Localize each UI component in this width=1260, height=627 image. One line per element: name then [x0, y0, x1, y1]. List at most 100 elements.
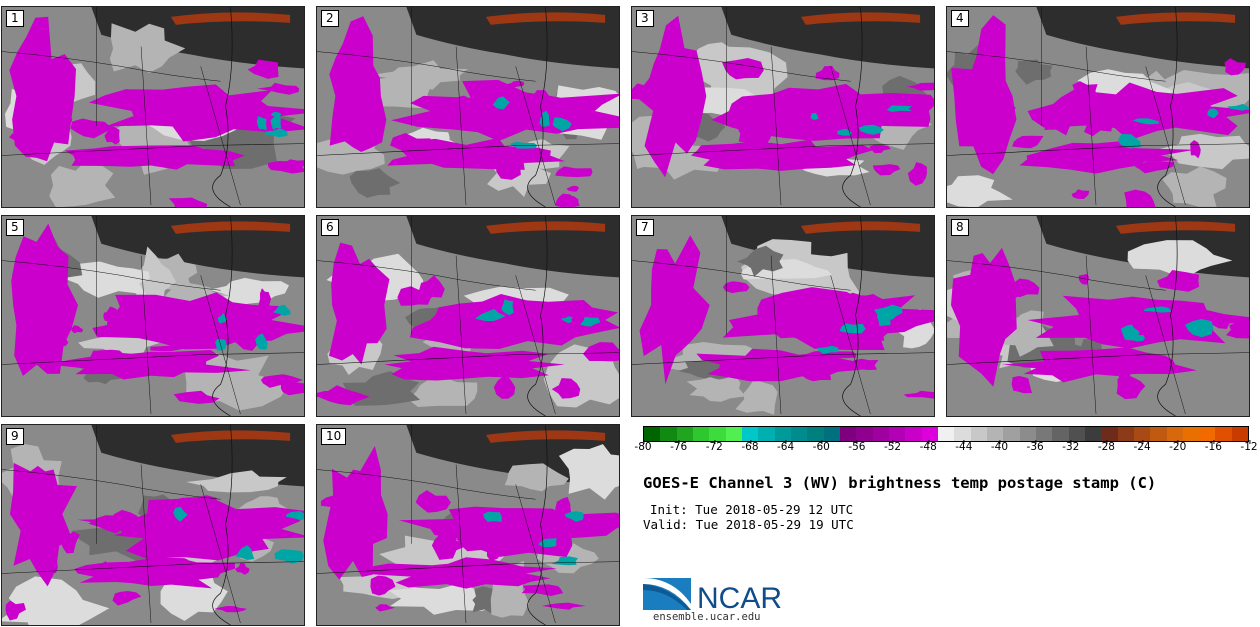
moist-patch — [214, 605, 247, 613]
moist-patch — [247, 59, 279, 79]
moist-patch — [853, 358, 879, 370]
cold-core — [1143, 306, 1172, 313]
stamp-panel-4: 4 — [946, 6, 1250, 208]
wv-map — [317, 216, 619, 416]
gray-patch — [558, 444, 619, 500]
border-line — [317, 260, 536, 291]
cold-core — [837, 128, 852, 136]
cold-core — [270, 115, 282, 130]
moist-patch — [415, 490, 451, 513]
wv-map — [317, 425, 619, 625]
moist-patch — [1124, 189, 1156, 207]
moist-swath — [1002, 347, 1197, 383]
cold-core — [560, 316, 573, 324]
colorbar-segment — [872, 427, 889, 441]
wv-map — [2, 425, 304, 625]
wv-map — [947, 7, 1249, 207]
coastline — [527, 216, 548, 416]
colorbar-segment — [905, 427, 922, 441]
moist-patch — [900, 95, 919, 114]
moist-patch — [555, 166, 593, 178]
state-line — [411, 216, 556, 415]
moist-patch — [49, 335, 69, 347]
stamp-panel-5: 5 — [1, 215, 305, 417]
valid-time: Valid: Tue 2018-05-29 19 UTC — [643, 517, 854, 532]
panel-label: 4 — [951, 10, 969, 27]
cold-core — [217, 313, 228, 324]
warm-streak — [1115, 221, 1236, 234]
moist-patch — [722, 281, 750, 294]
border-line — [632, 260, 851, 291]
coastline — [212, 7, 233, 207]
colorbar-ticks: -80 -76 -72 -68 -64 -60 -56 -52 -48 -44 -40 -36 -32 -… — [634, 440, 1258, 459]
moist-patch — [1011, 376, 1032, 394]
colorbar-segment — [1035, 427, 1053, 441]
moist-patch — [231, 328, 263, 351]
moist-patch — [183, 495, 218, 509]
colorbar-segment — [692, 427, 710, 441]
state-line — [726, 7, 871, 206]
colorbar-tick: -16 — [1204, 440, 1222, 453]
state-line — [947, 143, 1249, 156]
border-line — [2, 51, 221, 82]
stamp-panel-2: 2 — [316, 6, 620, 208]
colorbar-segment — [676, 427, 693, 441]
moist-patch — [793, 106, 809, 119]
moist-swath — [691, 139, 874, 171]
colorbar-segment — [741, 427, 759, 441]
colorbar-tick: -52 — [883, 440, 902, 453]
moist-swath — [359, 557, 558, 589]
cold-core — [876, 312, 891, 327]
border-line — [947, 51, 1166, 82]
coastline — [527, 425, 548, 625]
moist-swath — [323, 445, 388, 580]
warm-streak — [800, 221, 921, 234]
cold-core — [475, 308, 506, 321]
colorbar-tick: -64 — [777, 440, 795, 453]
moist-patch — [1157, 269, 1200, 292]
cold-core — [839, 323, 866, 334]
colorbar-segment — [709, 427, 726, 441]
moist-patch — [5, 600, 26, 621]
stamp-panel-7: 7 — [631, 215, 935, 417]
moist-patch — [149, 93, 164, 102]
warm-streak — [1115, 12, 1236, 25]
panel-label: 2 — [321, 10, 339, 27]
stamp-panel-9: 9 — [1, 424, 305, 626]
colorbar-segment — [758, 427, 775, 441]
gray-patch — [2, 576, 110, 625]
colorbar-segment — [725, 427, 742, 441]
cold-core — [858, 124, 884, 135]
gray-patch — [686, 375, 746, 402]
moist-patch — [652, 67, 664, 84]
state-line — [1041, 216, 1186, 415]
colorbar — [643, 426, 1249, 442]
panel-label: 6 — [321, 219, 339, 236]
cold-core — [501, 299, 514, 316]
gray-patch — [369, 60, 468, 90]
moist-patch — [555, 193, 575, 207]
moist-patch — [98, 560, 110, 574]
stamp-panel-3: 3 — [631, 6, 935, 208]
moist-patch — [104, 125, 120, 145]
moist-patch — [260, 374, 303, 388]
coastline — [527, 7, 548, 207]
moist-swath — [409, 294, 619, 349]
moist-patch — [346, 272, 370, 292]
colorbar-segment — [1199, 427, 1216, 441]
gray-patch — [1162, 166, 1227, 207]
panel-label: 3 — [636, 10, 654, 27]
coastline — [212, 425, 233, 625]
moist-swath — [639, 235, 710, 385]
gray-patch — [735, 379, 778, 415]
moist-patch — [1078, 273, 1089, 285]
colorbar-segment — [986, 427, 1004, 441]
gray-patch — [947, 175, 1013, 207]
gray-patch — [504, 463, 569, 492]
state-line — [632, 352, 934, 365]
colorbar-tick: -36 — [1026, 440, 1044, 453]
colorbar-segment — [1150, 427, 1167, 441]
moist-patch — [872, 164, 901, 176]
cold-core — [173, 506, 188, 522]
colorbar-segment — [1068, 427, 1085, 441]
